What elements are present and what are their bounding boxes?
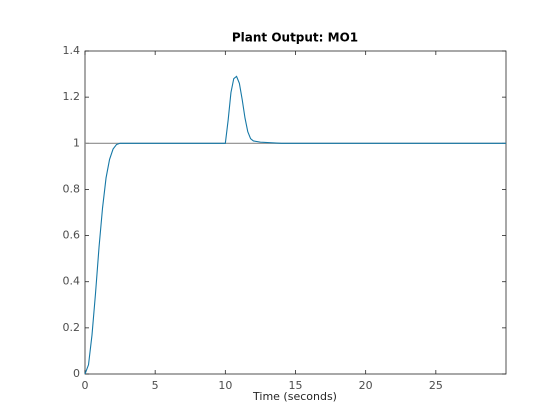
y-tick-label: 1 bbox=[73, 136, 80, 149]
y-tick-label: 0 bbox=[73, 367, 80, 380]
x-tick-label: 25 bbox=[429, 379, 443, 392]
y-tick-label: 0.4 bbox=[63, 275, 81, 288]
x-tick-label: 15 bbox=[289, 379, 303, 392]
y-tick-label: 0.8 bbox=[63, 182, 81, 195]
y-tick-label: 1.4 bbox=[63, 44, 81, 57]
x-tick-label: 0 bbox=[82, 379, 89, 392]
x-axis-label: Time (seconds) bbox=[252, 390, 337, 403]
x-tick-label: 5 bbox=[152, 379, 159, 392]
x-tick-label: 20 bbox=[359, 379, 373, 392]
x-tick-label: 10 bbox=[218, 379, 232, 392]
y-tick-label: 0.2 bbox=[63, 321, 81, 334]
y-tick-label: 1.2 bbox=[63, 90, 81, 103]
chart-title: Plant Output: MO1 bbox=[232, 31, 358, 45]
y-tick-label: 0.6 bbox=[63, 229, 81, 242]
series-line bbox=[84, 75, 506, 375]
plot-area bbox=[84, 50, 507, 375]
